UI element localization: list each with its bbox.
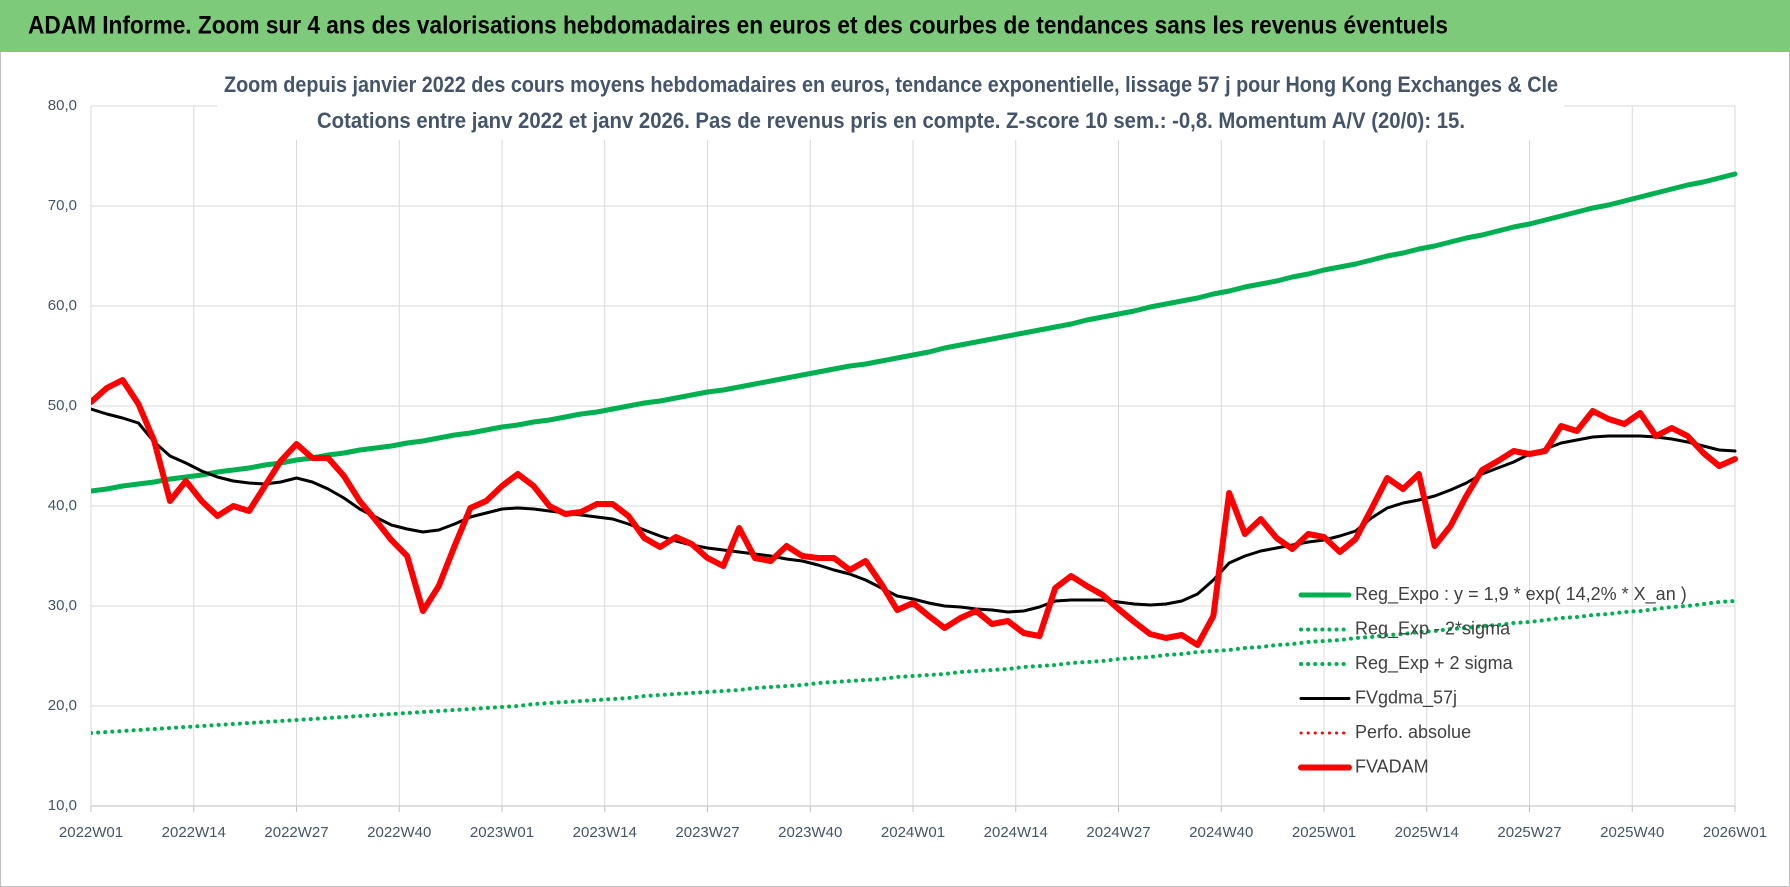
x-tick-label: 2024W27 [1086, 824, 1150, 841]
legend-label: Reg_Exp + 2 sigma [1355, 653, 1514, 674]
legend-label: FVgdma_57j [1355, 687, 1457, 708]
x-tick-label: 2022W27 [264, 824, 328, 841]
grid: 10,0 20,0 30,0 40,0 50,0 60,0 70,0 80,0 2022W01 2… [48, 97, 1767, 841]
y-tick-label: 80,0 [48, 97, 77, 114]
legend-label: Perfo. absolue [1355, 722, 1471, 742]
title-box [218, 68, 1564, 140]
header-title: ADAM Informe. Zoom sur 4 ans des valoris… [28, 12, 1448, 40]
y-tick-label: 50,0 [48, 397, 77, 414]
legend: Reg_Expo : y = 1,9 * exp( 14,2% * X_an )… [1298, 584, 1687, 776]
y-tick-label: 10,0 [48, 797, 77, 814]
y-tick-label: 40,0 [48, 497, 77, 514]
x-tick-label: 2024W40 [1189, 824, 1253, 841]
x-tick-label: 2024W14 [984, 824, 1048, 841]
chart-subtitle: Cotations entre janv 2022 et janv 2026. … [317, 108, 1465, 133]
series-line [91, 171, 1738, 494]
header-bar [0, 0, 1790, 52]
y-tick-label: 70,0 [48, 197, 77, 214]
x-tick-label: 2026W01 [1703, 824, 1767, 841]
legend-label: Reg_Exp - 2*sigma [1355, 618, 1511, 639]
x-tick-label: 2025W01 [1292, 824, 1356, 841]
x-tick-label: 2022W40 [367, 824, 431, 841]
x-tick-label: 2025W27 [1497, 824, 1561, 841]
x-tick-label: 2022W14 [162, 824, 226, 841]
legend-label: FVADAM [1355, 756, 1429, 776]
y-tick-label: 30,0 [48, 597, 77, 614]
x-tick-label: 2025W40 [1600, 824, 1664, 841]
y-tick-label: 20,0 [48, 697, 77, 714]
x-tick-label: 2023W01 [470, 824, 534, 841]
x-tick-label: 2022W01 [59, 824, 123, 841]
chart-title: Zoom depuis janvier 2022 des cours moyen… [224, 72, 1558, 97]
plot-area [91, 171, 1738, 735]
series-line [91, 377, 1738, 648]
y-tick-label: 60,0 [48, 297, 77, 314]
x-tick-label: 2023W14 [573, 824, 637, 841]
x-tick-label: 2023W40 [778, 824, 842, 841]
x-tick-label: 2024W01 [881, 824, 945, 841]
series-line [91, 599, 1737, 735]
legend-label: Reg_Expo : y = 1,9 * exp( 14,2% * X_an ) [1355, 584, 1687, 605]
x-tick-label: 2025W14 [1395, 824, 1459, 841]
x-tick-label: 2023W27 [675, 824, 739, 841]
